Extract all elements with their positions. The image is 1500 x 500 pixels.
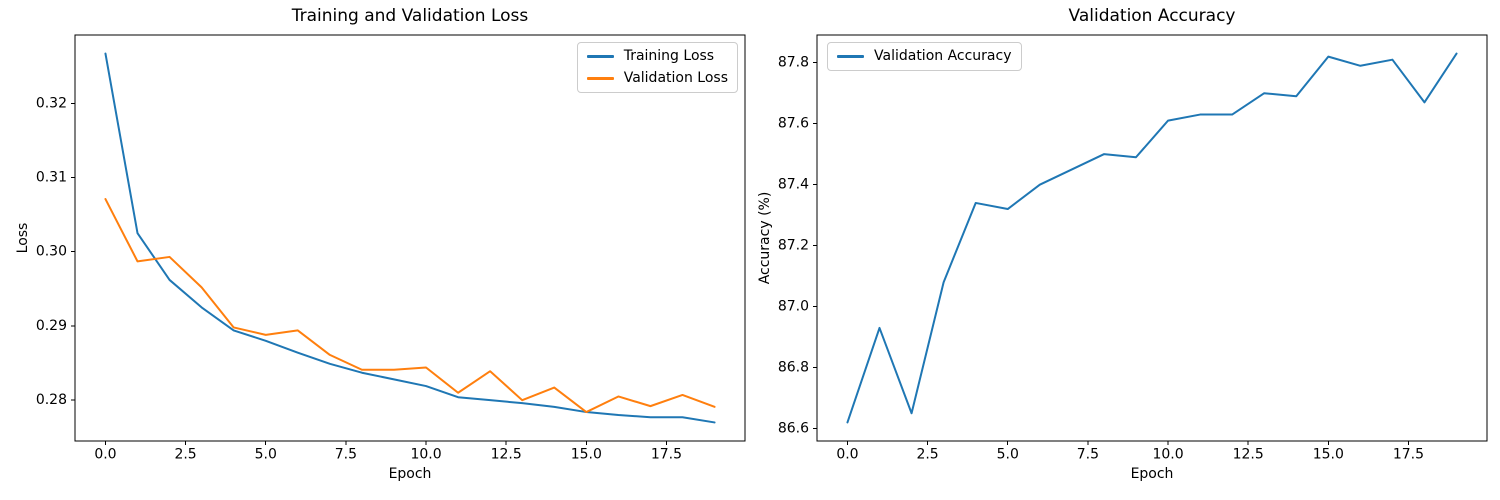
loss-chart-xlabel: Epoch [388, 466, 432, 482]
validation-accuracy-line [846, 52, 1458, 424]
legend-entry-training-loss: Training Loss [586, 48, 728, 65]
y-tick-label: 0.32 [36, 95, 67, 111]
validation-accuracy-legend-label: Validation Accuracy [874, 48, 1012, 64]
x-tick-label: 10.0 [410, 447, 441, 463]
x-tick-label: 17.5 [1393, 447, 1424, 463]
x-tick-label: 7.5 [1077, 447, 1099, 463]
x-tick-label: 0.0 [94, 447, 116, 463]
x-tick-label: 7.5 [335, 447, 357, 463]
x-tick-label: 2.5 [916, 447, 938, 463]
y-tick-label: 0.29 [36, 318, 67, 334]
x-tick-label: 12.5 [1233, 447, 1264, 463]
axes-frame [816, 34, 1488, 442]
y-tick-label: 87.8 [778, 55, 809, 71]
accuracy-chart-legend: Validation Accuracy [827, 42, 1022, 71]
x-tick-label: 12.5 [491, 447, 522, 463]
x-tick-label: 15.0 [1313, 447, 1344, 463]
loss-chart-title: Training and Validation Loss [291, 6, 529, 26]
accuracy-chart-title: Validation Accuracy [1068, 6, 1236, 26]
validation-loss-legend-label: Validation Loss [623, 70, 728, 86]
y-tick-label: 87.6 [778, 116, 809, 132]
axes-frame [74, 34, 746, 442]
y-tick-label: 87.0 [778, 299, 809, 315]
accuracy-plot-area: 0.0 2.5 5.0 7.5 10.0 12.5 15.0 17.5 86.6 86.8 87.0… [778, 34, 1488, 463]
loss-plot-area: 0.0 2.5 5.0 7.5 10.0 12.5 15.0 17.5 0.28 0.29 0.30… [36, 34, 746, 463]
loss-chart-legend: Training Loss Validation Loss [576, 42, 738, 93]
y-tick-label: 0.28 [36, 392, 67, 408]
y-tick-label: 0.31 [36, 170, 67, 186]
x-tick-label: 2.5 [174, 447, 196, 463]
y-tick-label: 87.4 [778, 177, 809, 193]
x-tick-label: 5.0 [997, 447, 1019, 463]
x-tick-label: 15.0 [571, 447, 602, 463]
legend-entry-validation-loss: Validation Loss [586, 70, 728, 87]
accuracy-chart-ylabel: Accuracy (%) [757, 191, 773, 285]
training-loss-legend-line-icon [586, 55, 614, 58]
y-tick-label: 87.2 [778, 238, 809, 254]
y-tick-label: 0.30 [36, 244, 67, 260]
x-tick-label: 0.0 [836, 447, 858, 463]
validation-accuracy-legend-line-icon [837, 55, 864, 58]
validation-loss-line [104, 198, 716, 414]
x-tick-label: 5.0 [255, 447, 277, 463]
training-loss-line [104, 52, 716, 424]
y-tick-label: 86.8 [778, 360, 809, 376]
x-tick-label: 17.5 [651, 447, 682, 463]
legend-entry-validation-accuracy: Validation Accuracy [837, 48, 1012, 65]
x-tick-label: 10.0 [1152, 447, 1183, 463]
accuracy-chart-xlabel: Epoch [1130, 466, 1174, 482]
validation-loss-legend-line-icon [586, 77, 614, 80]
training-loss-legend-label: Training Loss [623, 48, 715, 64]
y-tick-label: 86.6 [778, 421, 809, 437]
loss-chart-ylabel: Loss [15, 222, 31, 254]
